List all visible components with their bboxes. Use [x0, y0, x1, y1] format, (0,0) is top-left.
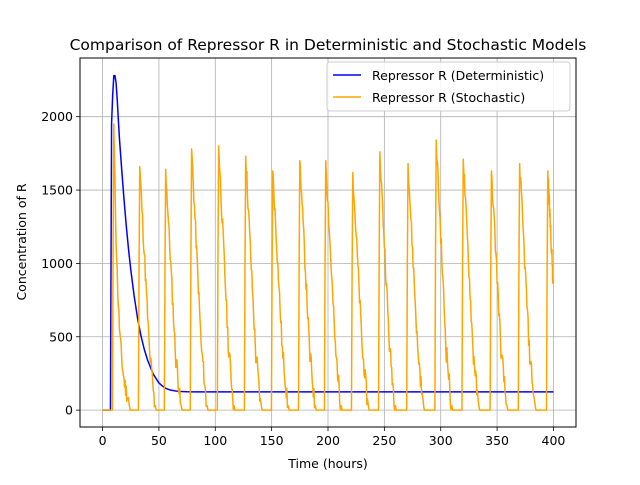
- y-tick-label: 1000: [41, 256, 73, 271]
- plot-lines: [102, 74, 555, 411]
- y-tick-label: 2000: [41, 109, 73, 124]
- x-tick-label: 150: [260, 433, 284, 448]
- plot-frame: [79, 57, 577, 428]
- x-tick-label: 350: [485, 433, 509, 448]
- x-tick-label: 400: [542, 433, 566, 448]
- y-tick-label: 1500: [41, 183, 73, 198]
- chart-title: Comparison of Repressor R in Determinist…: [70, 36, 587, 54]
- x-tick-label: 200: [316, 433, 340, 448]
- legend-label-stochastic: Repressor R (Stochastic): [372, 90, 525, 105]
- x-axis-label: Time (hours): [287, 456, 367, 471]
- y-tick-label: 0: [65, 403, 73, 418]
- y-tick-label: 500: [49, 329, 73, 344]
- series-line-deterministic: [102, 74, 554, 411]
- grid: [80, 58, 576, 427]
- x-tick-label: 250: [372, 433, 396, 448]
- x-tick-label: 300: [429, 433, 453, 448]
- legend: Repressor R (Deterministic) Repressor R …: [326, 61, 571, 112]
- legend-box: [326, 61, 571, 112]
- series-line-stochastic: [102, 123, 555, 411]
- x-tick-label: 100: [203, 433, 227, 448]
- y-ticks: 0 500 1000 1500 2000: [41, 109, 80, 418]
- legend-label-deterministic: Repressor R (Deterministic): [372, 68, 544, 83]
- x-ticks: 0 50 100 150 200 250 300 350 400: [99, 427, 566, 448]
- x-tick-label: 0: [99, 433, 107, 448]
- y-axis-label: Concentration of R: [14, 183, 29, 300]
- x-tick-label: 50: [151, 433, 167, 448]
